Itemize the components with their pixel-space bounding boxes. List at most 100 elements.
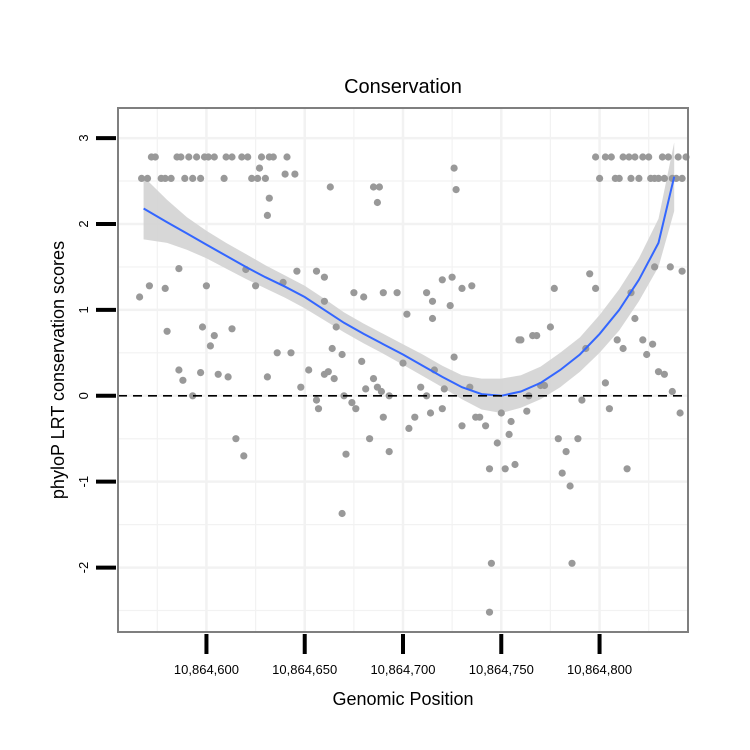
data-point: [224, 373, 232, 381]
data-point: [458, 422, 466, 430]
data-point: [254, 174, 262, 182]
data-point: [607, 153, 615, 161]
data-point: [342, 450, 350, 458]
data-point: [550, 284, 558, 292]
data-point: [631, 314, 639, 323]
data-point: [255, 164, 264, 172]
y-axis-title: phyloP LRT conservation scores: [48, 241, 68, 499]
x-axis-title: Genomic Position: [332, 689, 473, 709]
data-point: [438, 276, 446, 284]
data-point: [352, 405, 360, 413]
data-point: [326, 183, 334, 191]
data-point: [586, 270, 594, 278]
y-tick-label: 1: [76, 306, 91, 313]
y-tick-label: -1: [76, 476, 91, 488]
data-point: [446, 302, 454, 310]
data-point: [440, 385, 448, 393]
data-point: [252, 282, 260, 290]
data-point: [654, 368, 663, 376]
data-point: [161, 284, 169, 292]
data-point: [175, 366, 183, 374]
data-point: [517, 336, 525, 344]
data-point: [666, 263, 674, 271]
data-point: [305, 366, 313, 374]
x-tick-label: 10,864,650: [272, 662, 337, 677]
data-point: [601, 153, 610, 161]
data-point: [411, 413, 419, 421]
data-point: [651, 263, 659, 271]
data-point: [385, 448, 393, 456]
data-point: [438, 405, 446, 413]
data-point: [658, 153, 667, 161]
data-point: [654, 174, 663, 182]
data-point: [145, 282, 153, 290]
data-point: [554, 435, 562, 443]
smooth-line-layer: [143, 176, 676, 397]
data-point: [263, 211, 271, 219]
data-point: [287, 349, 295, 357]
data-point: [497, 409, 505, 417]
data-point: [350, 289, 358, 297]
data-point: [482, 422, 490, 430]
data-point: [623, 465, 631, 473]
data-point: [193, 153, 201, 161]
data-point: [338, 350, 346, 359]
data-point: [163, 327, 171, 335]
data-point: [507, 417, 515, 426]
data-point: [399, 359, 407, 367]
data-point: [189, 392, 197, 400]
data-point: [450, 353, 458, 361]
data-point: [487, 559, 495, 567]
data-point: [540, 381, 549, 390]
data-point: [269, 153, 277, 161]
data-point: [448, 273, 456, 281]
data-point: [314, 405, 323, 413]
data-point: [678, 174, 686, 182]
data-point: [417, 383, 425, 391]
data-point: [627, 174, 635, 182]
data-point: [312, 396, 321, 404]
data-point: [202, 282, 210, 290]
data-point: [373, 198, 381, 207]
data-point: [562, 448, 570, 456]
x-tick-label: 10,864,700: [370, 662, 435, 677]
x-tick-label: 10,864,600: [174, 662, 239, 677]
data-point: [619, 153, 627, 161]
data-point: [324, 368, 332, 376]
data-point: [348, 399, 356, 407]
data-point: [265, 194, 273, 202]
data-point: [161, 174, 169, 182]
data-point: [596, 174, 604, 182]
data-point: [485, 608, 494, 616]
data-point: [366, 435, 374, 443]
data-point: [228, 153, 236, 161]
y-tick-label: 2: [76, 220, 91, 227]
data-point: [643, 350, 651, 359]
chart-title: Conservation: [344, 76, 462, 98]
data-point: [240, 452, 248, 460]
data-point: [476, 413, 484, 421]
data-point: [320, 273, 328, 281]
data-point: [138, 174, 146, 182]
data-point: [578, 396, 586, 404]
data-point: [369, 375, 378, 383]
data-point: [332, 323, 340, 331]
data-point: [672, 174, 680, 182]
data-point: [501, 465, 509, 473]
data-point: [320, 297, 328, 305]
confidence-ribbon: [143, 142, 675, 413]
y-axis: -2 -1 0 1 2 3: [76, 134, 116, 573]
data-point: [297, 383, 305, 391]
data-point: [248, 174, 256, 182]
data-point: [678, 267, 686, 275]
data-point: [358, 357, 366, 365]
data-point: [592, 284, 600, 292]
confidence-ribbon-layer: [143, 142, 675, 413]
data-point: [179, 376, 187, 384]
data-point: [291, 170, 299, 178]
data-point: [198, 323, 207, 331]
data-point: [631, 153, 639, 161]
data-point: [566, 482, 574, 490]
data-point: [175, 265, 183, 273]
x-tick-label: 10,864,750: [469, 662, 534, 677]
